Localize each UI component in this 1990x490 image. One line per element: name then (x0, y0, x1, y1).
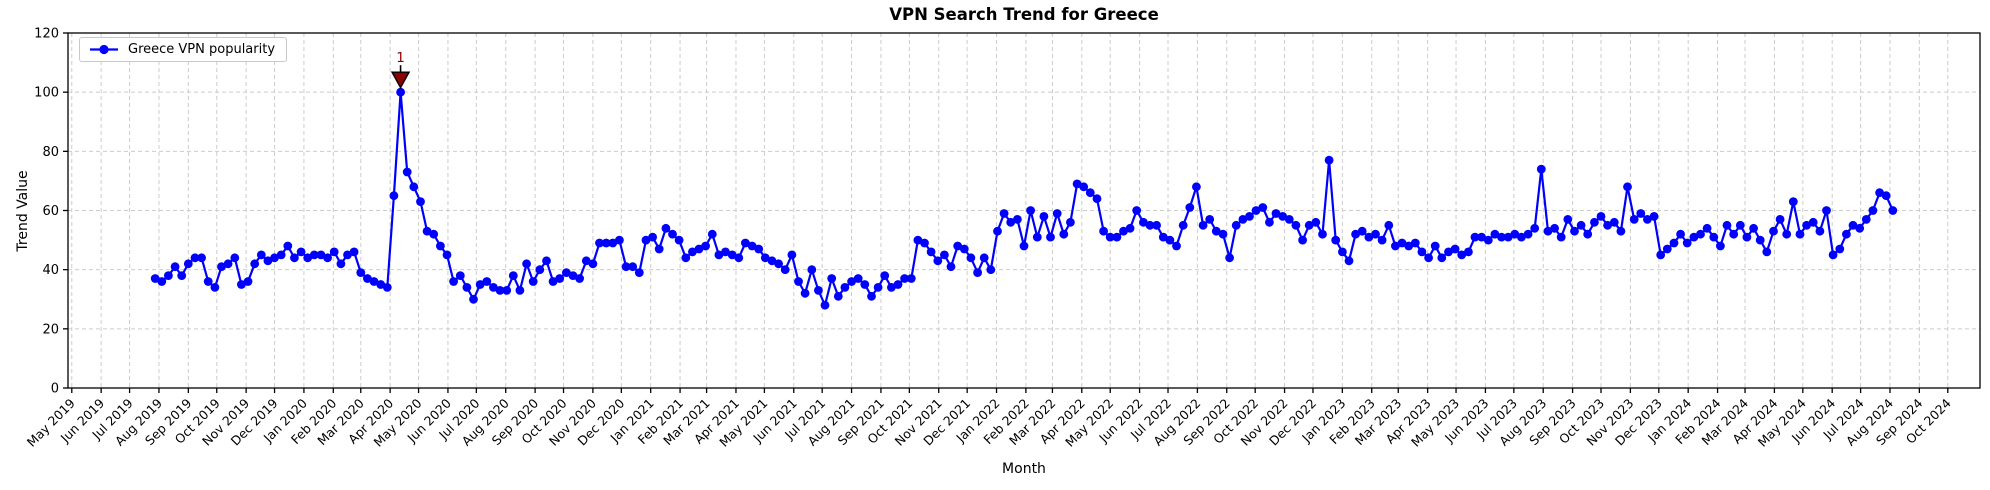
y-ticks: 0 20 40 60 80 100 120 (34, 27, 68, 397)
svg-text:20: 20 (42, 322, 59, 337)
axes-spines (67, 32, 1981, 389)
legend-line-marker-icon (90, 44, 118, 55)
x-axis-label: Month (1002, 461, 1046, 477)
legend: Greece VPN popularity (79, 37, 288, 62)
series-greece-vpn (150, 87, 1898, 310)
chart-title: VPN Search Trend for Greece (889, 5, 1159, 24)
grid-lines (68, 32, 1980, 389)
svg-text:80: 80 (42, 145, 59, 160)
svg-text:120: 120 (34, 27, 59, 42)
svg-text:40: 40 (42, 263, 59, 278)
annotation-arrow-head-icon (390, 71, 411, 90)
y-axis-label: Trend Value (15, 170, 31, 252)
legend-label: Greece VPN popularity (128, 42, 276, 57)
peak-annotation: 1 (390, 50, 411, 90)
svg-text:100: 100 (34, 86, 59, 101)
annotation-label: 1 (396, 50, 405, 66)
svg-text:0: 0 (51, 382, 59, 397)
svg-text:60: 60 (42, 204, 59, 219)
